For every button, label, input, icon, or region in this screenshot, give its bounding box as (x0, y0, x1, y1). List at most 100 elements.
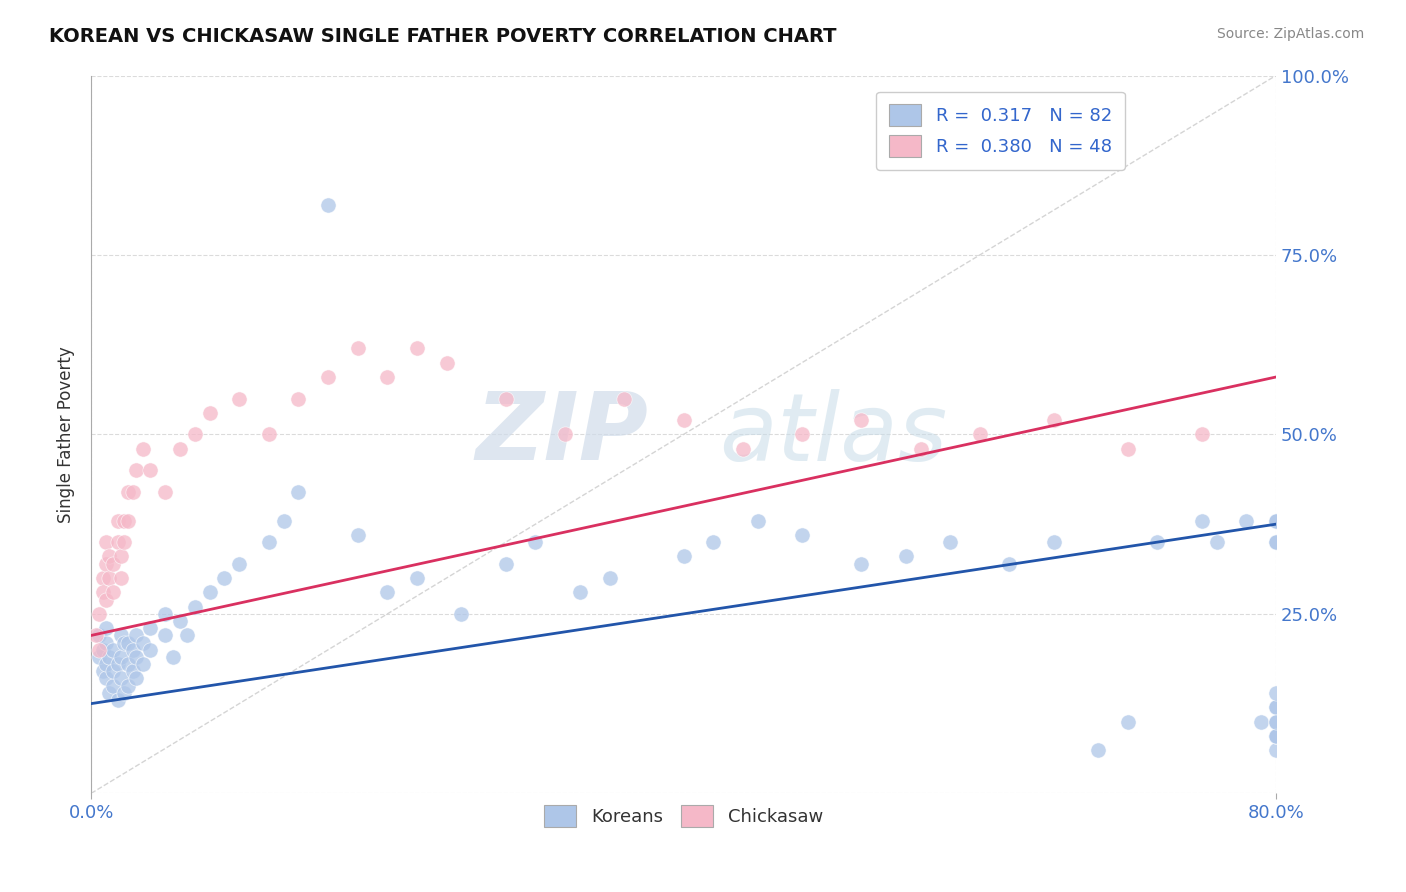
Point (124, 463, 146, 477)
Point (112, 635, 135, 649)
Point (450, 607, 472, 621)
Point (1043, 535, 1066, 549)
Text: atlas: atlas (718, 389, 948, 480)
Point (121, 665, 143, 679)
Point (672, 549, 695, 564)
Point (153, 628, 176, 642)
Point (1191, 514, 1213, 528)
Point (1265, 729, 1288, 743)
Point (1265, 535, 1288, 549)
Text: Source: ZipAtlas.com: Source: ZipAtlas.com (1216, 27, 1364, 41)
Point (107, 514, 129, 528)
Point (910, 442, 932, 456)
Point (97, 686, 120, 700)
Point (214, 571, 236, 585)
Y-axis label: Single Father Poverty: Single Father Poverty (58, 346, 75, 523)
Point (1265, 729, 1288, 743)
Point (139, 463, 162, 477)
Point (139, 642, 162, 657)
Point (316, 370, 339, 384)
Point (406, 571, 429, 585)
Point (107, 657, 129, 672)
Point (1087, 743, 1109, 757)
Point (1265, 700, 1288, 714)
Point (117, 514, 139, 528)
Point (1265, 700, 1288, 714)
Point (1116, 714, 1139, 729)
Point (287, 484, 309, 499)
Point (747, 514, 769, 528)
Point (94, 592, 117, 607)
Point (316, 198, 339, 212)
Point (790, 528, 813, 542)
Point (672, 413, 695, 427)
Point (103, 679, 125, 693)
Point (969, 427, 991, 442)
Point (124, 650, 146, 665)
Point (1265, 514, 1288, 528)
Point (91, 642, 114, 657)
Point (117, 484, 139, 499)
Point (184, 427, 207, 442)
Text: ZIP: ZIP (475, 388, 648, 481)
Point (84, 628, 107, 642)
Point (107, 535, 129, 549)
Point (117, 657, 139, 672)
Point (139, 621, 162, 635)
Point (1265, 514, 1288, 528)
Point (406, 341, 429, 355)
Point (169, 442, 191, 456)
Point (97, 650, 120, 665)
Point (228, 392, 250, 406)
Point (110, 549, 132, 564)
Point (273, 514, 295, 528)
Point (524, 535, 547, 549)
Point (599, 571, 621, 585)
Point (998, 557, 1021, 571)
Point (1265, 686, 1288, 700)
Point (103, 557, 125, 571)
Point (103, 665, 125, 679)
Point (184, 599, 207, 614)
Point (94, 557, 117, 571)
Point (436, 356, 458, 370)
Point (91, 571, 114, 585)
Point (153, 484, 176, 499)
Point (1205, 535, 1227, 549)
Point (103, 585, 125, 599)
Point (91, 585, 114, 599)
Point (287, 392, 309, 406)
Point (613, 392, 636, 406)
Point (117, 635, 139, 649)
Point (110, 650, 132, 665)
Point (554, 427, 576, 442)
Point (91, 665, 114, 679)
Point (94, 635, 117, 649)
Point (257, 535, 280, 549)
Point (1043, 413, 1066, 427)
Point (117, 679, 139, 693)
Point (110, 628, 132, 642)
Point (346, 341, 368, 355)
Point (169, 614, 191, 628)
Point (1265, 729, 1288, 743)
Point (94, 621, 117, 635)
Point (1116, 442, 1139, 456)
Point (198, 406, 221, 420)
Point (94, 535, 117, 549)
Point (97, 549, 120, 564)
Point (702, 535, 724, 549)
Point (1265, 714, 1288, 729)
Point (110, 672, 132, 686)
Point (346, 528, 368, 542)
Point (198, 585, 221, 599)
Point (228, 557, 250, 571)
Point (257, 427, 280, 442)
Point (1265, 714, 1288, 729)
Point (121, 642, 143, 657)
Point (94, 657, 117, 672)
Point (851, 413, 873, 427)
Point (124, 672, 146, 686)
Point (87, 650, 110, 665)
Point (1146, 535, 1168, 549)
